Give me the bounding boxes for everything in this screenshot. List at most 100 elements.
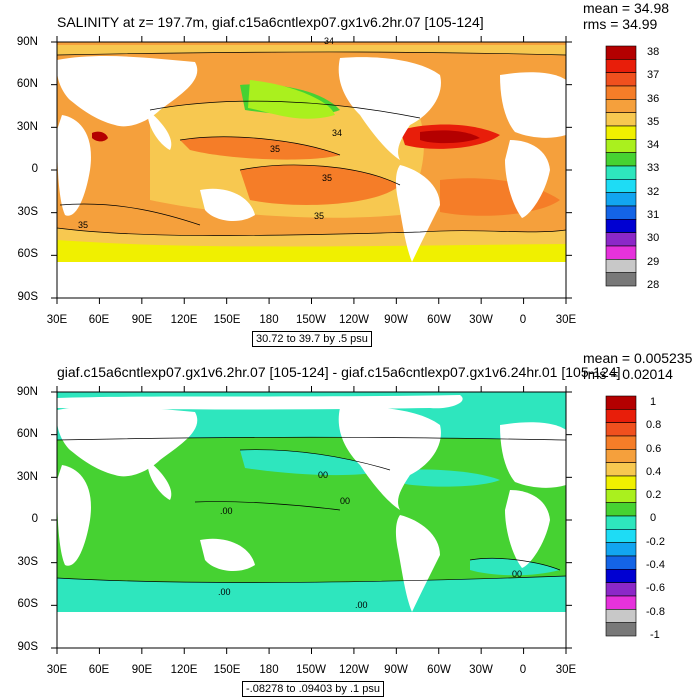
lon-label: 30E (46, 314, 68, 326)
colorbar-tick-label: 33 (647, 162, 660, 174)
colorbar-swatch (605, 99, 637, 113)
colorbar-swatch (605, 179, 637, 193)
axis-ticks (51, 386, 572, 654)
contour-label: 35 (322, 173, 333, 183)
rms-value: rms = 0.02014 (583, 366, 673, 382)
contour-label: 34 (332, 128, 343, 138)
lon-label: 0 (519, 664, 527, 676)
colorbar-tick-label: 30 (647, 232, 660, 244)
contour-label: .00 (218, 587, 231, 597)
lon-label: 60W (427, 664, 451, 676)
difference-field (57, 392, 566, 648)
mean-value: mean = 0.005235 (583, 350, 693, 366)
colorbar-swatch (605, 112, 637, 127)
lat-label: 30N (16, 121, 38, 133)
lon-label: 90W (384, 314, 408, 326)
colorbar-swatch (605, 435, 637, 450)
colorbar-tick-label: -0.8 (646, 606, 665, 618)
colorbar-tick-label: 34 (647, 139, 660, 151)
lon-label: 0 (519, 314, 527, 326)
lat-label: 60S (17, 598, 38, 610)
colorbar-swatch (605, 245, 637, 260)
colorbar-swatch (605, 569, 637, 583)
contour-label: 35 (78, 220, 89, 230)
lat-label: 60N (16, 428, 38, 440)
lon-label: 150W (295, 314, 327, 326)
colorbar-swatch (605, 232, 637, 247)
colorbar-tick-label: -0.2 (646, 536, 665, 548)
lat-label: 0 (31, 163, 38, 175)
lat-label: 30S (17, 556, 38, 568)
axis-ticks (51, 36, 572, 304)
mean-value: mean = 34.98 (583, 0, 670, 16)
colorbar-swatch (605, 609, 637, 623)
contour-label: 00 (340, 496, 351, 506)
colorbar-swatch (605, 475, 637, 490)
colorbar-swatch (605, 205, 637, 220)
colorbar-swatch (605, 529, 637, 543)
lon-label: 30W (469, 314, 493, 326)
map-title: giaf.c15a6cntlexp07.gx1v6.2hr.07 [105-12… (57, 364, 621, 380)
salinity-field (57, 42, 566, 298)
salinity-difference-map-panel: giaf.c15a6cntlexp07.gx1v6.2hr.07 [105-12… (0, 350, 700, 700)
colorbar-swatch (605, 219, 637, 233)
colorbar-tick-label: 0.8 (646, 419, 662, 431)
lon-label: 180 (259, 664, 279, 676)
salinity-map-panel: SALINITY at z= 197.7m, giaf.c15a6cntlexp… (16, 0, 670, 347)
lat-label: 0 (31, 513, 38, 525)
colorbar-tick-label: 37 (647, 69, 660, 81)
colorbar-tick-label: 32 (647, 186, 660, 198)
lat-label: 90N (16, 386, 38, 398)
colorbar-tick-label: 38 (647, 46, 660, 58)
contour-label: 34 (324, 36, 335, 46)
lat-label: 60S (17, 248, 38, 260)
colorbar-tick-label: 0 (650, 512, 657, 524)
lon-label: 120E (170, 314, 198, 326)
lon-label: 30W (469, 664, 493, 676)
colorbar (605, 395, 637, 637)
colorbar-tick-label: 35 (647, 116, 660, 128)
lon-label: 180 (259, 314, 279, 326)
lat-label: 60N (16, 78, 38, 90)
lon-label: 60W (427, 314, 451, 326)
lat-label: 90S (17, 291, 38, 303)
contour-range-label: -.08278 to .09403 by .1 psu (242, 681, 384, 697)
colorbar-swatch (605, 45, 637, 60)
lon-label: 120W (338, 664, 370, 676)
colorbar-tick-label: -0.4 (646, 559, 665, 571)
colorbar-tick-label: 1 (650, 396, 657, 408)
colorbar-swatch (605, 192, 637, 207)
rms-value: rms = 34.99 (583, 16, 658, 32)
colorbar-tick-label: -1 (650, 629, 660, 641)
colorbar-swatch (605, 542, 637, 557)
colorbar-swatch (605, 125, 637, 140)
contour-label: 00 (512, 569, 523, 579)
lon-label: 60E (88, 314, 110, 326)
colorbar-swatch (605, 622, 637, 637)
lon-label: 90W (384, 664, 408, 676)
difference-map-graphic (51, 386, 637, 654)
colorbar-swatch (605, 409, 637, 423)
contour-label: 35 (270, 144, 281, 154)
lon-label: 120W (338, 314, 370, 326)
colorbar-tick-label: 0.2 (646, 489, 662, 501)
lon-label: 90E (131, 314, 153, 326)
colorbar-tick-label: -0.6 (646, 582, 665, 594)
contour-range-label: 30.72 to 39.7 by .5 psu (252, 331, 372, 347)
lat-label: 90N (16, 36, 38, 48)
colorbar-swatch (605, 152, 637, 167)
lon-label: 150W (295, 664, 327, 676)
colorbar-swatch (605, 582, 637, 597)
colorbar-tick-label: 29 (647, 256, 660, 268)
lon-label: 30E (555, 314, 577, 326)
colorbar-tick-label: 31 (647, 209, 660, 221)
colorbar-swatch (605, 85, 637, 100)
colorbar-swatch (605, 489, 637, 503)
colorbar-swatch (605, 139, 637, 153)
lon-label: 30E (555, 664, 577, 676)
colorbar-swatch (605, 502, 637, 517)
colorbar-swatch (605, 395, 637, 410)
colorbar-swatch (605, 555, 637, 570)
colorbar-swatch (605, 259, 637, 273)
colorbar-tick-label: 28 (647, 279, 660, 291)
